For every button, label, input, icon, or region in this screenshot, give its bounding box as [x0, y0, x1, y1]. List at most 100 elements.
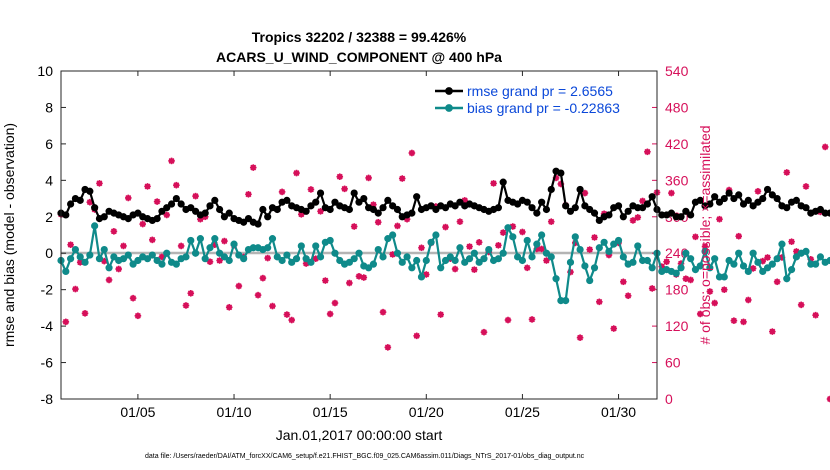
data-point [235, 251, 243, 259]
data-point [542, 205, 551, 214]
data-point [413, 256, 421, 265]
obs-count-marker [173, 181, 180, 189]
data-point [730, 194, 738, 203]
data-point [288, 258, 296, 266]
obs-possible-circle [380, 309, 386, 315]
obs-possible-circle [394, 223, 401, 229]
obs-count-marker [206, 258, 214, 266]
obs-count-marker [129, 294, 137, 302]
obs-possible-circle [683, 275, 689, 282]
data-point [725, 256, 733, 265]
obs-possible-circle [332, 300, 338, 306]
obs-possible-circle [639, 198, 646, 204]
data-point [749, 202, 757, 210]
data-point [413, 193, 421, 201]
data-point [485, 245, 493, 254]
obs-possible-circle [375, 219, 382, 226]
obs-possible-circle [543, 257, 550, 264]
obs-possible-circle [96, 180, 103, 187]
obs-count-marker [288, 316, 296, 324]
obs-count-marker [663, 258, 670, 266]
data-point [331, 249, 339, 257]
data-point [316, 189, 325, 197]
data-point [216, 205, 224, 214]
data-point [148, 251, 156, 259]
obs-possible-circle [327, 311, 333, 317]
data-point [533, 240, 541, 248]
data-point [220, 213, 229, 221]
data-point [634, 242, 642, 250]
data-point [240, 218, 248, 226]
data-point [768, 191, 776, 199]
x-tick-label: 01/05 [120, 404, 155, 420]
obs-possible-circle [154, 198, 160, 205]
legend-rmse-marker [445, 87, 453, 95]
obs-count-marker [389, 251, 396, 258]
obs-count-marker [278, 188, 286, 196]
data-point [533, 209, 541, 217]
data-point [773, 255, 781, 263]
data-point [110, 253, 118, 261]
data-point [427, 238, 435, 246]
data-point [701, 247, 709, 255]
x-tick-label: 01/15 [313, 404, 348, 420]
obs-possible-circle [130, 295, 136, 301]
data-point [230, 240, 238, 248]
obs-count-marker [769, 328, 776, 335]
obs-possible-circle [163, 212, 170, 218]
data-point [191, 249, 200, 257]
legend: rmse grand pr = 2.6565 bias grand pr = -… [432, 80, 651, 118]
obs-possible-circle [279, 189, 285, 195]
data-point [759, 267, 767, 276]
data-point [67, 200, 75, 208]
data-point [706, 264, 714, 272]
data-point [345, 205, 353, 214]
data-point [216, 249, 224, 257]
obs-count-marker [96, 180, 103, 187]
obs-count-marker [62, 318, 70, 326]
data-point [379, 253, 387, 261]
data-point [91, 222, 99, 230]
obs-possible-circle [418, 244, 425, 251]
obs-count-marker [495, 242, 502, 249]
obs-count-marker [341, 185, 348, 193]
data-point [86, 251, 94, 259]
data-point [355, 249, 363, 257]
data-point [595, 216, 603, 225]
obs-possible-circle [207, 258, 213, 265]
data-point [91, 204, 99, 212]
data-point [163, 204, 171, 212]
data-point [648, 264, 656, 272]
data-point [514, 253, 522, 261]
obs-possible-circle [500, 229, 506, 236]
data-point [124, 251, 132, 259]
data-point [571, 204, 579, 212]
obs-count-marker [418, 244, 425, 252]
data-point [379, 204, 387, 212]
obs-possible-circle [183, 302, 189, 309]
obs-possible-circle [413, 333, 420, 339]
obs-possible-circle [529, 316, 535, 323]
obs-possible-circle [803, 183, 809, 190]
obs-possible-circle [649, 285, 655, 292]
data-point [720, 273, 728, 281]
obs-possible-circle [798, 302, 804, 308]
data-point [696, 196, 704, 204]
obs-possible-circle [308, 186, 314, 193]
obs-possible-circle [187, 290, 194, 297]
data-point [595, 244, 603, 252]
y-right-tick-label: 0 [665, 391, 673, 407]
obs-count-marker [826, 395, 830, 403]
data-point [432, 231, 440, 239]
data-point [393, 205, 402, 214]
data-point [523, 236, 531, 245]
data-point [374, 245, 382, 254]
data-point [124, 215, 132, 223]
obs-possible-circle [668, 190, 675, 196]
obs-possible-circle [745, 297, 752, 303]
obs-count-marker [523, 264, 531, 272]
obs-count-marker [384, 344, 392, 351]
chart-subtitle: ACARS_U_WIND_COMPONENT @ 400 hPa [216, 49, 502, 65]
data-point [100, 213, 108, 221]
